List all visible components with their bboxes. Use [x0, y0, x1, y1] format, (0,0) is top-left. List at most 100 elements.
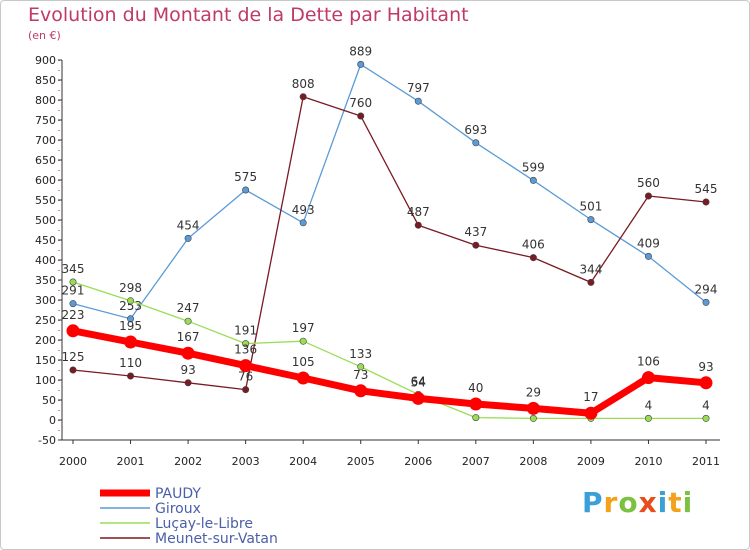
data-label: 105 [292, 355, 315, 369]
data-label: 693 [464, 123, 487, 137]
data-point [526, 401, 540, 415]
data-label: 406 [522, 238, 545, 252]
data-point [357, 112, 365, 120]
data-point [644, 414, 652, 422]
x-tick-label: 2011 [692, 455, 720, 468]
data-point [414, 221, 422, 229]
data-label: 889 [349, 44, 372, 58]
y-tick-label: 0 [49, 414, 56, 427]
data-point [529, 254, 537, 262]
y-tick-label: 750 [35, 114, 56, 127]
data-label: 4 [645, 398, 653, 412]
data-label: 4 [702, 398, 710, 412]
data-label: 487 [407, 205, 430, 219]
data-point [299, 93, 307, 101]
data-label: 294 [695, 282, 718, 296]
data-label: 73 [353, 368, 368, 382]
data-point [529, 414, 537, 422]
y-tick-label: 250 [35, 314, 56, 327]
data-label: 133 [349, 347, 372, 361]
data-label: 93 [180, 363, 195, 377]
data-label: 195 [119, 319, 142, 333]
y-tick-label: -50 [38, 434, 56, 447]
data-point [584, 406, 598, 420]
y-tick-label: 150 [35, 354, 56, 367]
y-tick-label: 350 [35, 274, 56, 287]
series-paudy: 223 195 167 136 105 73 54 40 29 17 106 93 [62, 308, 714, 420]
data-point [702, 298, 710, 306]
legend-item: Meunet-sur-Vatan [100, 531, 278, 547]
data-label: 599 [522, 160, 545, 174]
data-label: 454 [177, 218, 200, 232]
series-line [69, 327, 710, 417]
data-label: 106 [637, 355, 660, 369]
data-point [69, 366, 77, 374]
legend: PAUDYGirouxLuçay-le-LibreMeunet-sur-Vata… [100, 486, 278, 547]
data-label: 575 [234, 170, 257, 184]
x-tick-label: 2001 [117, 455, 145, 468]
data-label: 247 [177, 301, 200, 315]
data-label: 136 [234, 343, 257, 357]
data-point [242, 386, 250, 394]
data-point [299, 219, 307, 227]
y-tick-label: 700 [35, 134, 56, 147]
data-point [357, 363, 365, 371]
legend-label: Luçay-le-Libre [155, 516, 253, 532]
data-point [587, 216, 595, 224]
data-label: 545 [695, 182, 718, 196]
data-point [296, 371, 310, 385]
data-point [184, 379, 192, 387]
data-label: 125 [62, 350, 85, 364]
series-line [72, 281, 707, 420]
y-tick-label: 900 [35, 54, 56, 67]
y-tick-label: 50 [42, 394, 56, 407]
data-label: 40 [468, 381, 483, 395]
data-point [529, 176, 537, 184]
x-tick-label: 2002 [174, 455, 202, 468]
data-label: 437 [464, 225, 487, 239]
legend-item: PAUDY [100, 486, 201, 502]
data-label: 344 [579, 262, 602, 276]
legend-label: PAUDY [155, 486, 201, 502]
data-label: 17 [583, 390, 598, 404]
data-label: 76 [238, 370, 253, 384]
y-tick-label: 200 [35, 334, 56, 347]
y-tick-label: 850 [35, 74, 56, 87]
data-point [124, 335, 138, 349]
legend-label: Giroux [155, 501, 201, 517]
data-point [69, 300, 77, 308]
data-point [641, 371, 655, 385]
data-point [472, 414, 480, 422]
data-label: 93 [698, 360, 713, 374]
x-tick-label: 2006 [404, 455, 432, 468]
y-tick-label: 450 [35, 234, 56, 247]
data-label: 54 [411, 375, 426, 389]
x-tick-label: 2008 [519, 455, 547, 468]
data-label: 560 [637, 176, 660, 190]
y-tick-label: 650 [35, 154, 56, 167]
data-point [472, 241, 480, 249]
y-tick-label: 500 [35, 214, 56, 227]
data-point [299, 337, 307, 345]
data-point [644, 192, 652, 200]
chart-subtitle: (en €) [28, 29, 61, 42]
x-tick-label: 2010 [634, 455, 662, 468]
legend-item: Giroux [100, 501, 201, 517]
data-point [587, 278, 595, 286]
y-tick-label: 800 [35, 94, 56, 107]
data-label: 291 [62, 284, 85, 298]
data-label: 808 [292, 77, 315, 91]
axes: -50 0 50 100 150 200 250 300 350 400 450 500 550 600 6… [35, 54, 720, 468]
data-label: 345 [62, 262, 85, 276]
data-point [239, 359, 253, 373]
series-line [72, 63, 707, 320]
data-label: 298 [119, 281, 142, 295]
y-tick-label: 550 [35, 194, 56, 207]
series-line [72, 96, 707, 391]
data-point [242, 186, 250, 194]
y-tick-label: 100 [35, 374, 56, 387]
data-point [69, 278, 77, 286]
